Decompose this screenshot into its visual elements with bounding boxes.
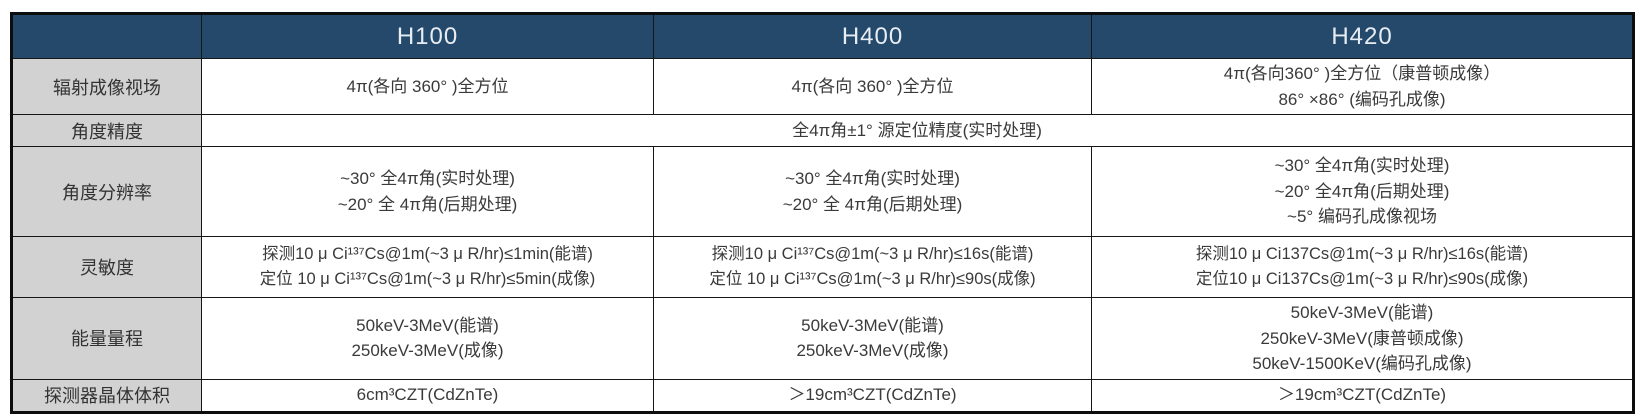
sensitivity-h100-cell: 探测10 μ Ci¹³⁷Cs@1m(~3 μ R/hr)≤1min(能谱) 定位… <box>201 236 654 298</box>
table-header-row: H100 H400 H420 <box>11 13 1634 59</box>
spec-line: 86° ×86° (编码孔成像) <box>1278 89 1446 109</box>
header-product-h420: H420 <box>1091 13 1634 59</box>
spec-line: ~30° 全4π角(实时处理) <box>340 169 515 188</box>
spec-line: 探测10 μ Ci¹³⁷Cs@1m(~3 μ R/hr)≤1min(能谱) <box>262 245 593 264</box>
spec-line: ~20° 全 4π角(后期处理) <box>782 194 963 214</box>
crystal-volume-h420-cell: ＞19cm³CZT(CdZnTe) <box>1091 378 1634 413</box>
angular-accuracy-all-cell: 全4π角±1° 源定位精度(实时处理) <box>201 114 1634 147</box>
energy-range-h400-cell: 50keV-3MeV(能谱) 250keV-3MeV(成像) <box>653 297 1092 380</box>
spec-line: ~30° 全4π角(实时处理) <box>1274 156 1450 176</box>
angular-resolution-h400-cell: ~30° 全4π角(实时处理) ~20° 全 4π角(后期处理) <box>653 146 1092 237</box>
spec-line: ＞19cm³CZT(CdZnTe) <box>788 385 957 405</box>
sensitivity-h420-cell: 探测10 μ Ci137Cs@1m(~3 μ R/hr)≤16s(能谱) 定位1… <box>1091 236 1634 298</box>
row-label-sensitivity: 灵敏度 <box>11 236 202 298</box>
spec-line: 4π(各向 360° )全方位 <box>346 76 509 96</box>
row-label-radiation-imaging-fov: 辐射成像视场 <box>11 58 202 115</box>
spec-line: 50keV-1500KeV(编码孔成像) <box>1252 354 1472 373</box>
spec-line: 全4π角±1° 源定位精度(实时处理) <box>792 120 1042 140</box>
spec-line: 定位10 μ Ci137Cs@1m(~3 μ R/hr)≤90s(成像) <box>1195 270 1529 288</box>
crystal-volume-h100-cell: 6cm³CZT(CdZnTe) <box>201 378 654 413</box>
spec-line: 250keV-3MeV(康普顿成像) <box>1260 328 1464 348</box>
row-label-angular-resolution: 角度分辨率 <box>11 146 202 237</box>
spec-line: 探测10 μ Ci137Cs@1m(~3 μ R/hr)≤16s(能谱) <box>1195 245 1529 264</box>
fov-h420-cell: 4π(各向360° )全方位（康普顿成像） 86° ×86° (编码孔成像) <box>1091 58 1634 115</box>
spec-line: ~20° 全 4π角(后期处理) <box>337 194 518 214</box>
row-detector-crystal-volume: 探测器晶体体积 6cm³CZT(CdZnTe) ＞19cm³CZT(CdZnTe… <box>11 378 1634 413</box>
row-radiation-imaging-fov: 辐射成像视场 4π(各向 360° )全方位 4π(各向 360° )全方位 4… <box>11 58 1634 115</box>
header-product-h400: H400 <box>653 13 1092 59</box>
row-sensitivity: 灵敏度 探测10 μ Ci¹³⁷Cs@1m(~3 μ R/hr)≤1min(能谱… <box>11 236 1634 298</box>
spec-line: ~20° 全4π角(后期处理) <box>1274 181 1450 201</box>
spec-line: ~30° 全4π角(实时处理) <box>785 169 960 188</box>
row-label-angular-accuracy: 角度精度 <box>11 114 202 147</box>
angular-resolution-h100-cell: ~30° 全4π角(实时处理) ~20° 全 4π角(后期处理) <box>201 146 654 237</box>
spec-line: 定位 10 μ Ci¹³⁷Cs@1m(~3 μ R/hr)≤5min(成像) <box>259 270 596 288</box>
spec-line: ~5° 编码孔成像视场 <box>1287 207 1437 227</box>
row-label-energy-range: 能量量程 <box>11 297 202 380</box>
spec-line: 定位 10 μ Ci¹³⁷Cs@1m(~3 μ R/hr)≤90s(成像) <box>709 270 1036 288</box>
spec-line: 50keV-3MeV(能谱) <box>801 315 944 335</box>
row-angular-accuracy: 角度精度 全4π角±1° 源定位精度(实时处理) <box>11 114 1634 147</box>
fov-h100-cell: 4π(各向 360° )全方位 <box>201 58 654 115</box>
spec-line: 6cm³CZT(CdZnTe) <box>356 385 499 405</box>
spec-line: 50keV-3MeV(能谱) <box>1290 303 1434 322</box>
row-energy-range: 能量量程 50keV-3MeV(能谱) 250keV-3MeV(成像) 50ke… <box>11 297 1634 380</box>
spec-line: 250keV-3MeV(成像) <box>796 341 949 361</box>
header-corner-cell <box>11 13 202 59</box>
spec-line: 250keV-3MeV(成像) <box>351 341 504 361</box>
spec-line: 4π(各向360° )全方位（康普顿成像） <box>1223 64 1501 83</box>
angular-resolution-h420-cell: ~30° 全4π角(实时处理) ~20° 全4π角(后期处理) ~5° 编码孔成… <box>1091 146 1634 237</box>
spec-line: 50keV-3MeV(能谱) <box>356 315 499 335</box>
spec-line: ＞19cm³CZT(CdZnTe) <box>1277 385 1447 405</box>
energy-range-h420-cell: 50keV-3MeV(能谱) 250keV-3MeV(康普顿成像) 50keV-… <box>1091 297 1634 380</box>
spec-line: 4π(各向 360° )全方位 <box>791 76 954 96</box>
spec-line: 探测10 μ Ci¹³⁷Cs@1m(~3 μ R/hr)≤16s(能谱) <box>711 245 1034 264</box>
crystal-volume-h400-cell: ＞19cm³CZT(CdZnTe) <box>653 378 1092 413</box>
header-product-h100: H100 <box>201 13 654 59</box>
energy-range-h100-cell: 50keV-3MeV(能谱) 250keV-3MeV(成像) <box>201 297 654 380</box>
row-angular-resolution: 角度分辨率 ~30° 全4π角(实时处理) ~20° 全 4π角(后期处理) ~… <box>11 146 1634 237</box>
sensitivity-h400-cell: 探测10 μ Ci¹³⁷Cs@1m(~3 μ R/hr)≤16s(能谱) 定位 … <box>653 236 1092 298</box>
product-spec-table: H100 H400 H420 辐射成像视场 4π(各向 360° )全方位 4π… <box>10 12 1635 414</box>
row-label-detector-crystal-volume: 探测器晶体体积 <box>11 378 202 413</box>
fov-h400-cell: 4π(各向 360° )全方位 <box>653 58 1092 115</box>
